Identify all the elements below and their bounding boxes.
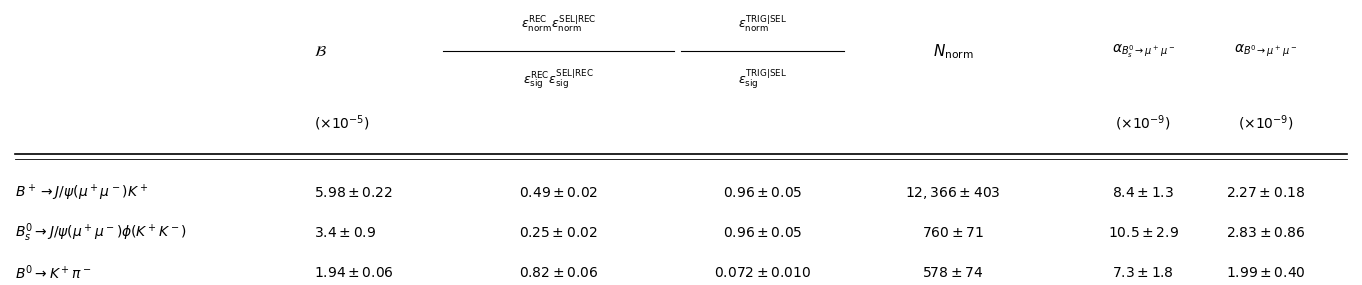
Text: $12,366 \pm 403$: $12,366 \pm 403$ xyxy=(904,185,1001,201)
Text: $B^+ \to J/\psi(\mu^+\mu^-)K^+$: $B^+ \to J/\psi(\mu^+\mu^-)K^+$ xyxy=(15,183,148,203)
Text: $(\times 10^{-9})$: $(\times 10^{-9})$ xyxy=(1115,114,1171,133)
Text: $\epsilon^{\rm TRIG|SEL}_{\rm sig}$: $\epsilon^{\rm TRIG|SEL}_{\rm sig}$ xyxy=(738,67,787,91)
Text: $B^0_s \to J/\psi(\mu^+\mu^-)\phi(K^+K^-)$: $B^0_s \to J/\psi(\mu^+\mu^-)\phi(K^+K^-… xyxy=(15,222,187,244)
Text: $1.94 \pm 0.06$: $1.94 \pm 0.06$ xyxy=(315,266,394,280)
Text: $B^0 \to K^+\pi^-$: $B^0 \to K^+\pi^-$ xyxy=(15,264,91,282)
Text: $N_{\rm norm}$: $N_{\rm norm}$ xyxy=(933,42,972,61)
Text: $10.5 \pm 2.9$: $10.5 \pm 2.9$ xyxy=(1107,226,1178,240)
Text: $\alpha_{B^0\to\mu^+\mu^-}$: $\alpha_{B^0\to\mu^+\mu^-}$ xyxy=(1234,43,1297,60)
Text: $2.83 \pm 0.86$: $2.83 \pm 0.86$ xyxy=(1226,226,1305,240)
Text: $0.96 \pm 0.05$: $0.96 \pm 0.05$ xyxy=(723,186,802,200)
Text: $0.072 \pm 0.010$: $0.072 \pm 0.010$ xyxy=(714,266,812,280)
Text: $\alpha_{B^0_s\to\mu^+\mu^-}$: $\alpha_{B^0_s\to\mu^+\mu^-}$ xyxy=(1111,43,1175,60)
Text: $\epsilon^{\rm REC}_{\rm norm}\epsilon^{\rm SEL|REC}_{\rm norm}$: $\epsilon^{\rm REC}_{\rm norm}\epsilon^{… xyxy=(520,13,597,34)
Text: $0.25 \pm 0.02$: $0.25 \pm 0.02$ xyxy=(519,226,598,240)
Text: $1.99 \pm 0.40$: $1.99 \pm 0.40$ xyxy=(1226,266,1305,280)
Text: $0.82 \pm 0.06$: $0.82 \pm 0.06$ xyxy=(519,266,598,280)
Text: $760 \pm 71$: $760 \pm 71$ xyxy=(922,226,983,240)
Text: $\epsilon^{\rm TRIG|SEL}_{\rm norm}$: $\epsilon^{\rm TRIG|SEL}_{\rm norm}$ xyxy=(738,13,787,34)
Text: $0.49 \pm 0.02$: $0.49 \pm 0.02$ xyxy=(519,186,598,200)
Text: $578 \pm 74$: $578 \pm 74$ xyxy=(922,266,983,280)
Text: $7.3 \pm 1.8$: $7.3 \pm 1.8$ xyxy=(1113,266,1174,280)
Text: $\epsilon^{\rm REC}_{\rm sig}\epsilon^{\rm SEL|REC}_{\rm sig}$: $\epsilon^{\rm REC}_{\rm sig}\epsilon^{\… xyxy=(523,67,594,91)
Text: $(\times 10^{-9})$: $(\times 10^{-9})$ xyxy=(1238,114,1294,133)
Text: $8.4 \pm 1.3$: $8.4 \pm 1.3$ xyxy=(1113,186,1174,200)
Text: $(\times 10^{-5})$: $(\times 10^{-5})$ xyxy=(315,114,369,133)
Text: $3.4 \pm 0.9$: $3.4 \pm 0.9$ xyxy=(315,226,376,240)
Text: $5.98 \pm 0.22$: $5.98 \pm 0.22$ xyxy=(315,186,392,200)
Text: $2.27 \pm 0.18$: $2.27 \pm 0.18$ xyxy=(1226,186,1305,200)
Text: $\mathcal{B}$: $\mathcal{B}$ xyxy=(315,44,327,59)
Text: $0.96 \pm 0.05$: $0.96 \pm 0.05$ xyxy=(723,226,802,240)
